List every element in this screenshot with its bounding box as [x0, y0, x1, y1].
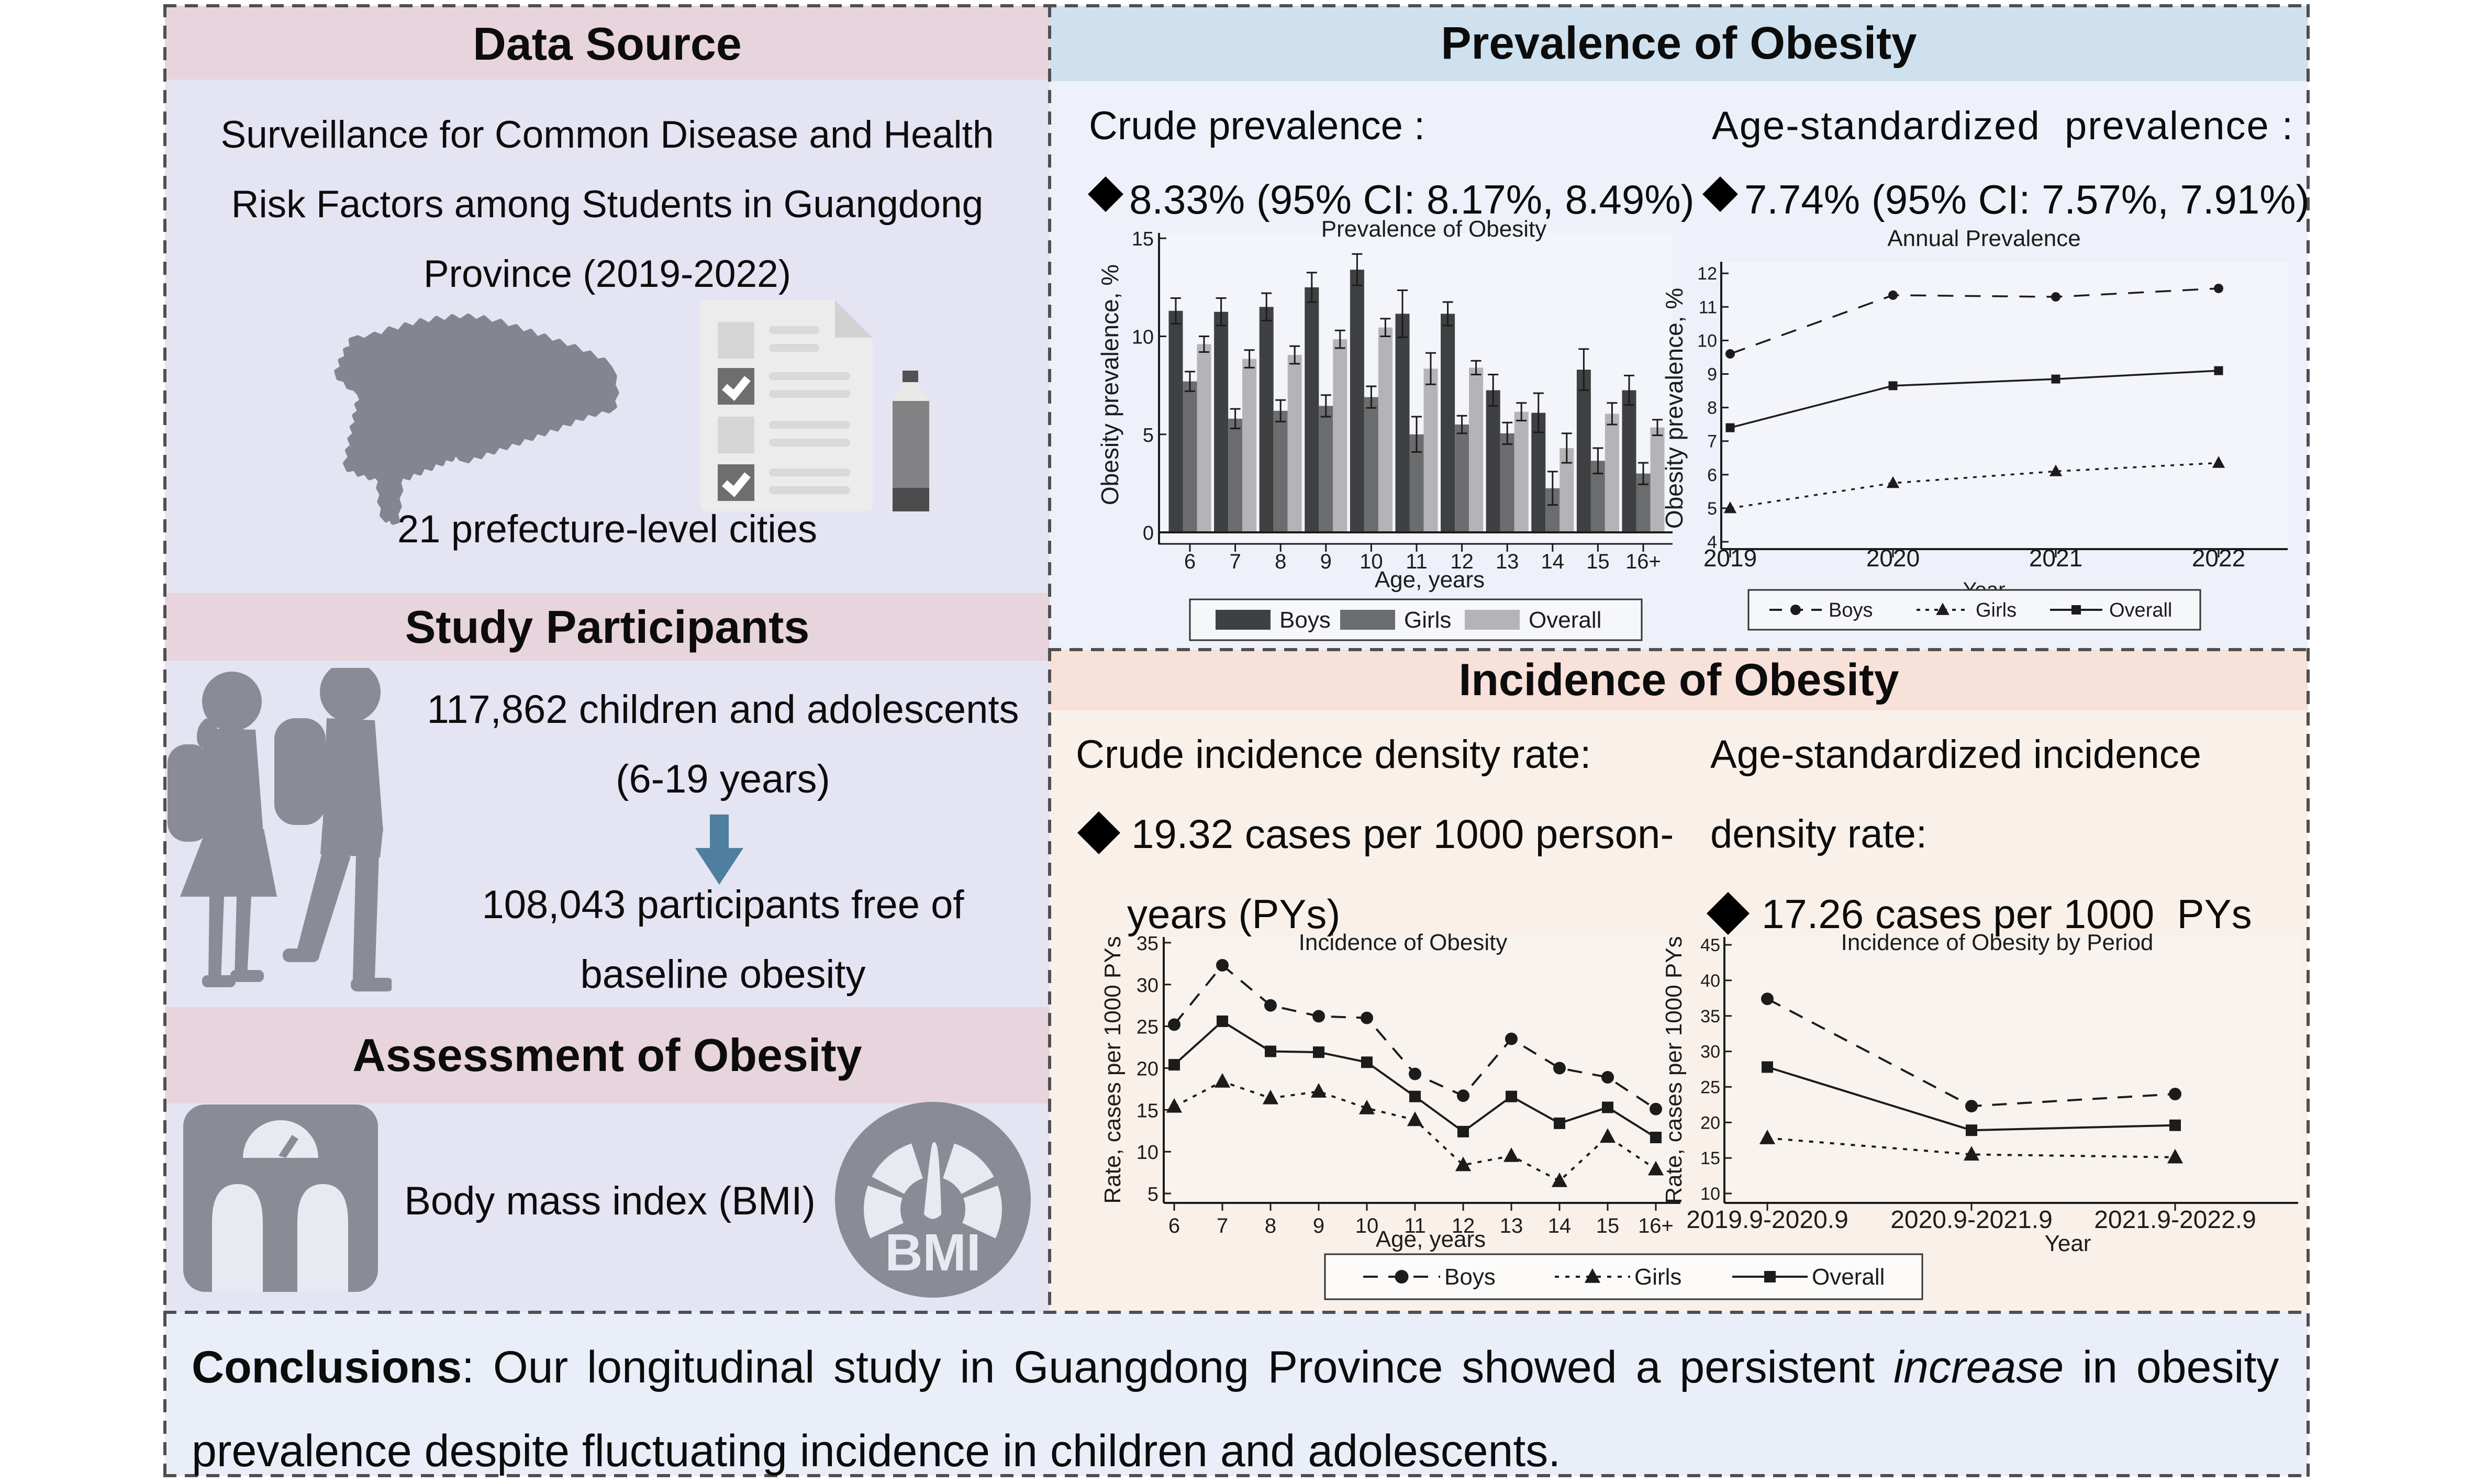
svg-text:Rate, cases per 1000 PYs: Rate, cases per 1000 PYs — [1661, 936, 1687, 1203]
svg-text:BMI: BMI — [885, 1223, 981, 1282]
svg-text:5: 5 — [1707, 499, 1717, 519]
svg-text:Girls: Girls — [1634, 1264, 1681, 1290]
svg-text:15: 15 — [1596, 1214, 1620, 1237]
svg-text:9: 9 — [1707, 365, 1717, 385]
svg-text:2021.9-2022.9: 2021.9-2022.9 — [2094, 1206, 2256, 1234]
svg-text:Age, years: Age, years — [1375, 567, 1485, 593]
svg-text:5: 5 — [1148, 1184, 1158, 1206]
svg-text:Prevalence of Obesity: Prevalence of Obesity — [1321, 216, 1546, 242]
svg-text:25: 25 — [1137, 1017, 1158, 1039]
svg-text:30: 30 — [1137, 975, 1158, 997]
svg-text:6: 6 — [1707, 465, 1717, 485]
svg-text:45: 45 — [1700, 935, 1720, 955]
svg-text:4: 4 — [1707, 532, 1717, 552]
svg-text:Girls: Girls — [1976, 599, 2017, 621]
svg-text:13: 13 — [1500, 1214, 1523, 1237]
svg-text:11: 11 — [1406, 550, 1428, 573]
svg-text:11: 11 — [1404, 1214, 1426, 1237]
svg-text:Boys: Boys — [1444, 1264, 1496, 1290]
svg-text:5: 5 — [1143, 425, 1154, 447]
svg-text:7: 7 — [1707, 432, 1717, 452]
svg-text:6: 6 — [1168, 1214, 1180, 1237]
svg-text:9: 9 — [1313, 1214, 1324, 1237]
svg-text:12: 12 — [1697, 264, 1717, 284]
svg-text:20: 20 — [1700, 1113, 1720, 1133]
svg-text:10: 10 — [1355, 1214, 1379, 1237]
svg-text:35: 35 — [1137, 933, 1158, 955]
svg-text:Obesity prevalence, %: Obesity prevalence, % — [1096, 264, 1123, 505]
svg-text:2022: 2022 — [2192, 544, 2245, 572]
svg-text:15: 15 — [1132, 228, 1154, 250]
svg-text:25: 25 — [1700, 1077, 1720, 1097]
svg-text:12: 12 — [1450, 550, 1474, 573]
svg-text:Year: Year — [2045, 1231, 2091, 1256]
svg-text:15: 15 — [1137, 1100, 1158, 1122]
svg-text:35: 35 — [1700, 1007, 1720, 1026]
svg-text:Boys: Boys — [1829, 599, 1873, 621]
svg-text:Incidence of Obesity: Incidence of Obesity — [1299, 930, 1508, 955]
svg-text:10: 10 — [1132, 327, 1154, 349]
svg-text:12: 12 — [1452, 1214, 1475, 1237]
svg-text:6: 6 — [1184, 550, 1196, 573]
svg-text:11: 11 — [1699, 297, 1717, 317]
svg-text:2020: 2020 — [1866, 544, 1920, 572]
svg-text:8: 8 — [1265, 1214, 1276, 1237]
svg-text:Overall: Overall — [1529, 607, 1601, 633]
svg-text:2020.9-2021.9: 2020.9-2021.9 — [1890, 1206, 2053, 1234]
svg-text:Incidence of Obesity by Period: Incidence of Obesity by Period — [1841, 930, 2154, 955]
svg-text:8: 8 — [1275, 550, 1286, 573]
svg-text:2019: 2019 — [1703, 544, 1757, 572]
svg-text:16+: 16+ — [1638, 1214, 1674, 1237]
svg-text:8: 8 — [1707, 398, 1717, 418]
svg-text:Annual Prevalence: Annual Prevalence — [1887, 226, 2080, 251]
svg-text:7: 7 — [1217, 1214, 1228, 1237]
svg-text:10: 10 — [1697, 331, 1717, 351]
svg-text:Boys: Boys — [1279, 607, 1331, 633]
svg-text:10: 10 — [1360, 550, 1383, 573]
svg-text:Overall: Overall — [2109, 599, 2172, 621]
svg-text:Age, years: Age, years — [1376, 1226, 1486, 1252]
svg-text:2019.9-2020.9: 2019.9-2020.9 — [1686, 1206, 1848, 1234]
svg-text:20: 20 — [1137, 1058, 1158, 1080]
svg-text:Obesity prevalence, %: Obesity prevalence, % — [1661, 288, 1688, 529]
svg-text:13: 13 — [1496, 550, 1519, 573]
svg-text:2021: 2021 — [2029, 544, 2082, 572]
svg-text:Rate, cases per 1000 PYs: Rate, cases per 1000 PYs — [1100, 936, 1126, 1203]
svg-text:14: 14 — [1541, 550, 1565, 573]
svg-text:10: 10 — [1137, 1142, 1158, 1164]
svg-text:Overall: Overall — [1812, 1264, 1885, 1290]
svg-text:16+: 16+ — [1625, 550, 1661, 573]
svg-text:9: 9 — [1320, 550, 1332, 573]
svg-text:10: 10 — [1700, 1184, 1720, 1204]
svg-text:14: 14 — [1548, 1214, 1572, 1237]
svg-text:40: 40 — [1700, 971, 1720, 991]
svg-text:30: 30 — [1700, 1042, 1720, 1062]
svg-text:15: 15 — [1586, 550, 1610, 573]
svg-text:15: 15 — [1700, 1148, 1720, 1168]
svg-text:7: 7 — [1229, 550, 1241, 573]
svg-text:Girls: Girls — [1404, 607, 1451, 633]
svg-text:0: 0 — [1143, 522, 1154, 544]
